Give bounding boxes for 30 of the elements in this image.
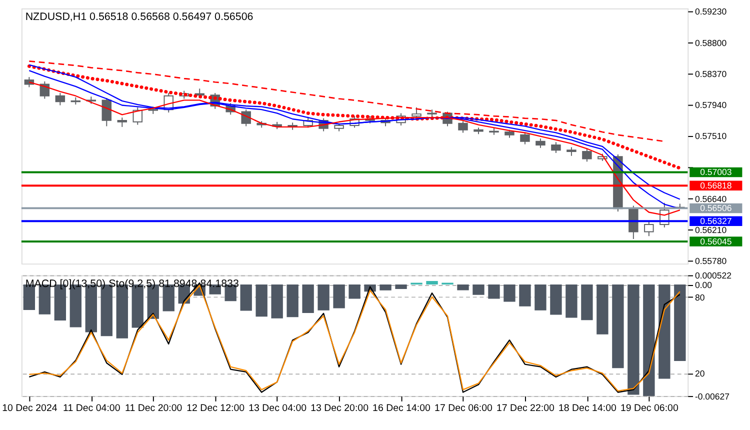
y2-tick-label: 0.00 — [694, 280, 712, 290]
x-tick-label: 18 Dec 14:00 — [558, 403, 617, 414]
x-tick-label: 13 Dec 20:00 — [310, 403, 370, 414]
y-tick-label: 20 — [694, 368, 705, 379]
x-tick-label: 10 Dec 2024 — [2, 403, 58, 414]
y-tick-label: 80 — [694, 292, 705, 302]
x-tick-label: 17 Dec 06:00 — [434, 403, 494, 414]
ref-line-label: 0.56327 — [700, 216, 732, 226]
x-tick-label: 16 Dec 14:00 — [372, 403, 432, 414]
y-tick-label: 0.58370 — [694, 68, 727, 79]
x-tick-label: 17 Dec 22:00 — [496, 403, 555, 414]
ref-line-label: 0.56045 — [700, 236, 732, 246]
y-tick-label: 0.56210 — [694, 225, 727, 236]
y2-tick-label: -0.00627 — [694, 391, 730, 402]
x-tick-label: 13 Dec 04:00 — [248, 403, 308, 414]
chart-title: NZDUSD,H1 0.56518 0.56568 0.56497 0.56506 — [25, 11, 254, 24]
y-tick-label: 0.58800 — [694, 38, 727, 48]
ref-line-label: 0.56506 — [700, 203, 732, 214]
x-tick-label: 11 Dec 20:00 — [125, 403, 183, 414]
y-tick-label: 0.55780 — [694, 256, 727, 266]
y-tick-label: 0.56640 — [694, 194, 727, 204]
ref-line-label: 0.56818 — [700, 180, 732, 191]
x-tick-label: 11 Dec 04:00 — [63, 403, 121, 414]
y-tick-label: 0.57940 — [694, 100, 727, 110]
x-tick-label: 19 Dec 06:00 — [620, 403, 679, 414]
y2-tick-label: 0.000522 — [694, 270, 732, 281]
ref-line-label: 0.57003 — [700, 167, 732, 178]
x-tick-label: 12 Dec 12:00 — [186, 403, 246, 414]
y-tick-label: 0.59230 — [694, 6, 727, 17]
y-tick-label: 0.57510 — [694, 131, 727, 142]
